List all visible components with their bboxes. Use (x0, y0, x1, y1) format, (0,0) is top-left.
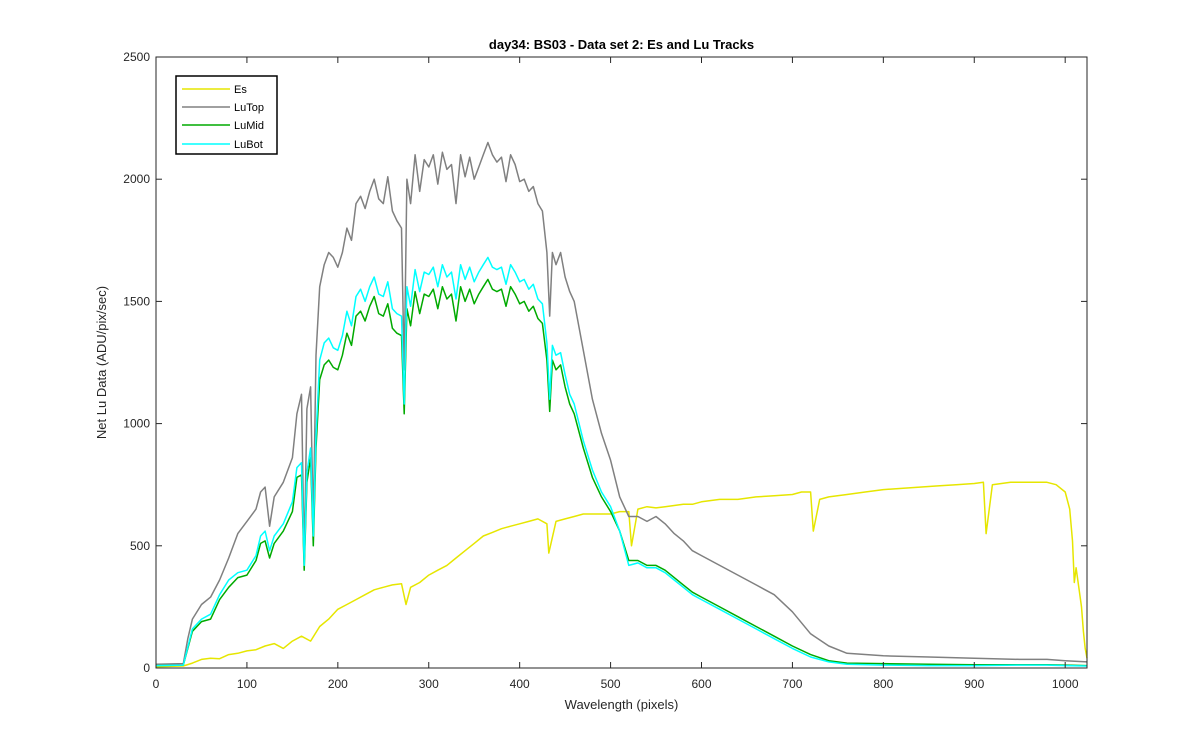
axes-box (155, 56, 1088, 669)
x-tick-label: 500 (601, 677, 621, 691)
y-tick-label: 0 (143, 661, 150, 675)
series-layer (155, 141, 1088, 668)
x-tick-label: 800 (873, 677, 893, 691)
x-tick-label: 600 (691, 677, 711, 691)
legend: Es LuTop LuMid LuBot (175, 75, 278, 155)
x-axis-label: Wavelength (pixels) (565, 697, 679, 712)
y-tick-label: 500 (130, 539, 150, 553)
legend-label-lubot: LuBot (234, 139, 263, 151)
legend-label-es: Es (234, 84, 247, 96)
x-tick-label: 0 (153, 677, 160, 691)
plot-area (156, 57, 1087, 668)
y-axis-label: Net Lu Data (ADU/pix/sec) (94, 286, 109, 439)
x-tick-label: 700 (782, 677, 802, 691)
x-tick-label: 400 (510, 677, 530, 691)
legend-label-lumid: LuMid (234, 120, 264, 132)
y-tick-label: 1000 (123, 417, 150, 431)
x-tick-label: 900 (964, 677, 984, 691)
series-line-es (155, 481, 1088, 668)
tick-layer: 0 100 200 300 400 500 600 700 800 900 1000 0 500 1000… (123, 50, 1087, 691)
series-line-lutop (155, 141, 1088, 666)
x-tick-label: 1000 (1052, 677, 1079, 691)
chart-title: day34: BS03 - Data set 2: Es and Lu Trac… (489, 37, 754, 52)
series-line-lubot (155, 256, 1088, 667)
legend-label-lutop: LuTop (234, 102, 264, 114)
y-tick-label: 2500 (123, 50, 150, 64)
x-tick-label: 100 (237, 677, 257, 691)
y-tick-label: 2000 (123, 172, 150, 186)
y-tick-label: 1500 (123, 294, 150, 308)
x-tick-label: 200 (328, 677, 348, 691)
x-tick-label: 300 (419, 677, 439, 691)
